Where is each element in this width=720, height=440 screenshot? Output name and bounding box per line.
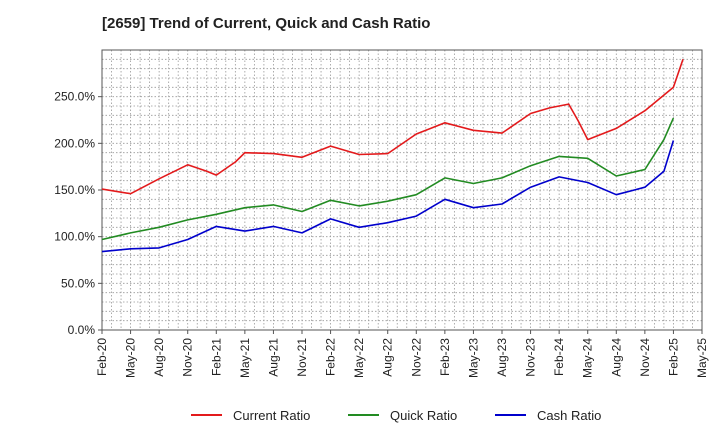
x-tick-label: Aug-21 (266, 338, 280, 377)
x-tick-label: Feb-24 (552, 338, 566, 376)
x-tick-label: Feb-25 (666, 338, 680, 376)
x-tick-label: Feb-20 (95, 338, 109, 376)
x-tick-label: May-24 (581, 338, 595, 378)
x-tick-label: Nov-24 (638, 338, 652, 377)
y-tick-label: 50.0% (61, 276, 95, 290)
legend-item-current-ratio: Current Ratio (191, 408, 310, 423)
x-tick-label: May-23 (466, 338, 480, 378)
x-tick-label: Nov-21 (295, 338, 309, 377)
x-tick-label: May-20 (124, 338, 138, 378)
x-tick-label: Aug-24 (609, 338, 623, 377)
series-line-current-ratio (101, 59, 684, 195)
x-tick-label: Feb-21 (209, 338, 223, 376)
x-tick-label: Aug-22 (381, 338, 395, 377)
legend-item-quick-ratio: Quick Ratio (348, 408, 457, 423)
x-tick-label: Feb-23 (438, 338, 452, 376)
series-line-cash-ratio (101, 140, 675, 253)
y-tick-label: 100.0% (54, 230, 95, 244)
x-tick-label: May-21 (238, 338, 252, 378)
chart-title: [2659] Trend of Current, Quick and Cash … (102, 15, 431, 32)
x-tick-label: Nov-20 (181, 338, 195, 377)
y-tick-label: 200.0% (54, 136, 95, 150)
y-tick-label: 250.0% (54, 90, 95, 104)
legend: Current Ratio Quick Ratio Cash Ratio (191, 408, 601, 423)
y-tick-label: 150.0% (54, 183, 95, 197)
legend-item-cash-ratio: Cash Ratio (495, 408, 601, 423)
grid-lines (102, 50, 702, 330)
legend-label: Quick Ratio (390, 408, 457, 423)
x-tick-label: May-25 (695, 338, 709, 378)
x-tick-label: Aug-20 (152, 338, 166, 377)
x-tick-label: Nov-23 (524, 338, 538, 377)
series-lines (101, 59, 684, 253)
legend-label: Cash Ratio (537, 408, 601, 423)
x-tick-label: May-22 (352, 338, 366, 378)
legend-label: Current Ratio (233, 408, 310, 423)
y-tick-label: 0.0% (68, 323, 96, 337)
x-tick-label: Aug-23 (495, 338, 509, 377)
x-tick-label: Feb-22 (324, 338, 338, 376)
x-tick-label: Nov-22 (409, 338, 423, 377)
series-line-quick-ratio (101, 117, 675, 241)
plot-frame (101, 49, 703, 331)
axes: 0.0% 50.0% 100.0% 150.0% 200.0% 250.0% Feb-20 M… (54, 90, 709, 378)
